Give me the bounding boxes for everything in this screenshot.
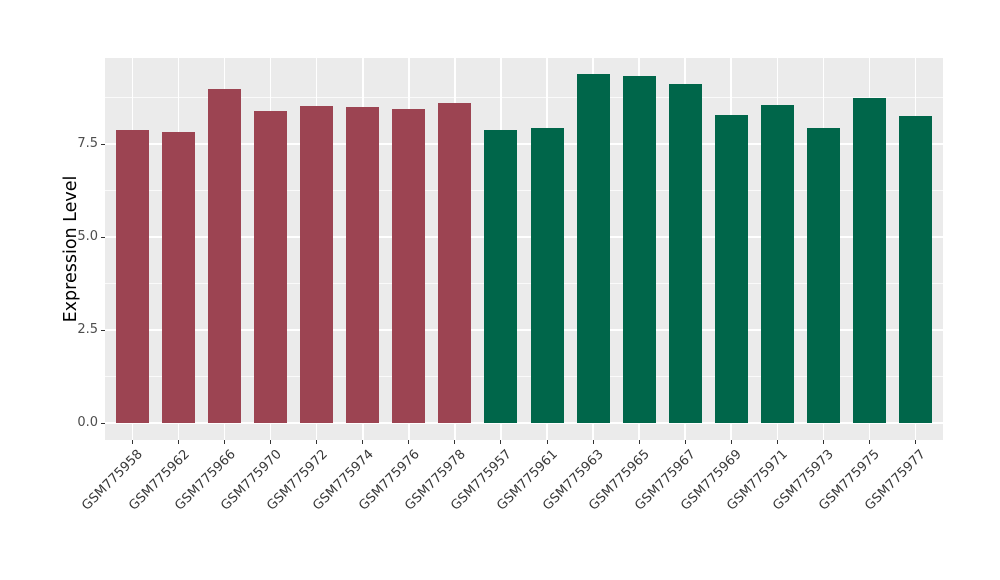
gridline-h-major — [105, 236, 943, 238]
gridline-h-major — [105, 329, 943, 331]
x-axis-tick — [684, 440, 686, 444]
y-axis-tick — [100, 422, 105, 424]
bar-GSM775975 — [852, 98, 886, 424]
x-axis-tick — [914, 440, 916, 444]
y-axis-tick — [100, 143, 105, 145]
bar-GSM775970 — [254, 110, 288, 424]
x-axis-tick — [822, 440, 824, 444]
bar-GSM775974 — [346, 107, 380, 424]
bar-GSM775977 — [898, 116, 932, 424]
y-tick-label: 0.0 — [77, 415, 98, 431]
x-axis-tick — [224, 440, 226, 444]
x-axis-tick — [408, 440, 410, 444]
x-axis-tick — [730, 440, 732, 444]
x-axis-tick — [454, 440, 456, 444]
bar-GSM775958 — [116, 129, 150, 424]
gridline-h-minor — [105, 190, 943, 191]
x-axis-tick — [362, 440, 364, 444]
x-axis-tick — [546, 440, 548, 444]
x-axis-tick — [178, 440, 180, 444]
x-axis-tick — [868, 440, 870, 444]
gridline-h-minor — [105, 97, 943, 98]
bar-GSM775963 — [576, 74, 610, 424]
bar-GSM775973 — [806, 127, 840, 424]
bar-GSM775978 — [438, 102, 472, 424]
gridline-h-minor — [105, 376, 943, 378]
bar-GSM775967 — [668, 83, 702, 424]
x-axis-tick — [500, 440, 502, 444]
gridline-h-minor — [105, 283, 943, 285]
y-axis-title: Expression Level — [61, 175, 81, 323]
y-axis-tick — [100, 329, 105, 331]
x-axis-tick — [132, 440, 134, 444]
bar-GSM775962 — [162, 132, 196, 424]
x-axis-tick — [316, 440, 318, 444]
bar-GSM775971 — [760, 104, 794, 424]
bar-GSM775961 — [530, 127, 564, 424]
gridline-h-major — [105, 143, 943, 145]
y-tick-label: 7.5 — [77, 136, 98, 151]
bar-GSM775972 — [300, 105, 334, 424]
bar-GSM775957 — [484, 129, 518, 424]
x-axis-tick — [638, 440, 640, 444]
bar-GSM775966 — [208, 89, 242, 424]
bar-GSM775969 — [714, 115, 748, 424]
bar-GSM775965 — [622, 75, 656, 424]
bar-GSM775976 — [392, 109, 426, 424]
y-tick-label: 2.5 — [77, 322, 98, 338]
x-axis-tick — [776, 440, 778, 444]
y-axis-tick — [100, 236, 105, 238]
plot-panel — [105, 58, 943, 440]
x-axis-tick — [270, 440, 272, 444]
x-axis-tick — [592, 440, 594, 444]
y-tick-label: 5.0 — [77, 229, 98, 245]
gridline-h-major — [105, 422, 943, 424]
